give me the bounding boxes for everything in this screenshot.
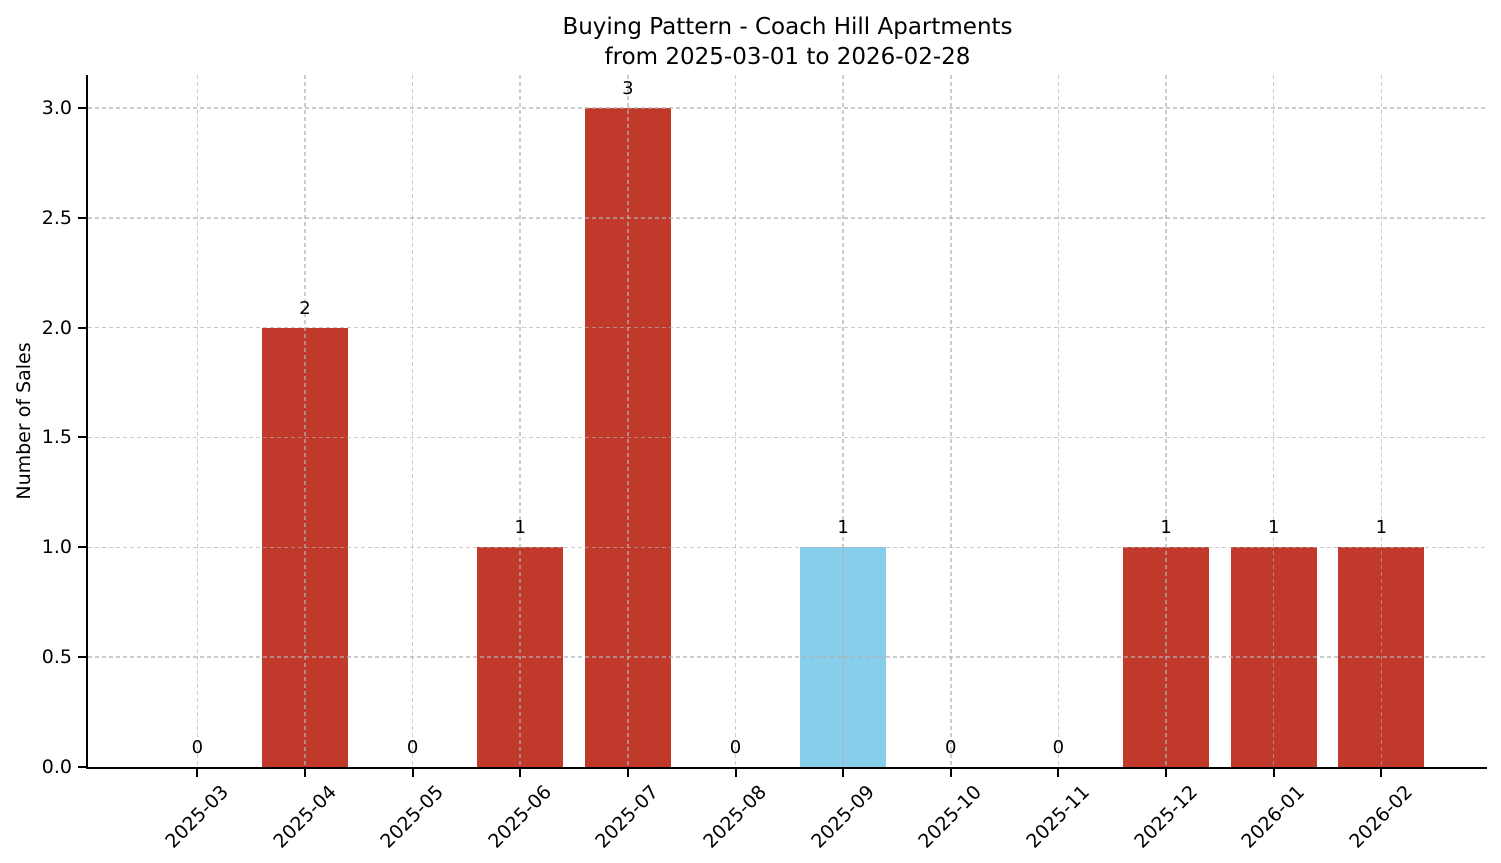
bar-value-label: 1 <box>837 517 849 539</box>
y-tick-label: 3.0 <box>41 96 72 119</box>
bar-value-label: 2 <box>299 297 311 319</box>
bar-value-label: 3 <box>622 77 634 99</box>
x-tick-mark <box>949 769 952 777</box>
y-tick-label: 0.5 <box>41 646 72 669</box>
x-tick-label: 2026-01 <box>1237 781 1310 853</box>
x-tick-mark <box>1272 769 1275 777</box>
x-tick-label: 2025-08 <box>699 781 772 853</box>
x-tick-mark <box>303 769 306 777</box>
x-tick-mark <box>626 769 629 777</box>
x-tick-label: 2025-09 <box>807 781 879 853</box>
bar-value-label: 1 <box>1160 517 1172 539</box>
x-tick-mark <box>1165 769 1168 777</box>
bar-value-label: 1 <box>1375 517 1388 539</box>
x-tick-mark <box>842 769 845 777</box>
bar-value-labels-layer: 0 2 0 1 3 0 1 0 0 1 1 1 <box>88 75 1487 767</box>
x-tick-label: 2025-11 <box>1022 781 1094 853</box>
x-tick-label: 2026-02 <box>1345 781 1417 853</box>
x-tick-mark <box>734 769 737 777</box>
bar-value-label: 0 <box>406 737 419 758</box>
bar-value-label: 1 <box>1267 517 1280 539</box>
y-tick-label: 1.0 <box>41 536 72 559</box>
x-tick-mark <box>196 769 199 777</box>
chart-title: Buying Pattern - Coach Hill Apartments f… <box>88 12 1487 72</box>
x-tick-label: 2025-06 <box>484 781 556 853</box>
x-tick-label: 2025-07 <box>591 781 664 853</box>
bar-value-label: 0 <box>191 737 204 758</box>
bar-value-label: 0 <box>729 737 742 758</box>
x-tick-label: 2025-12 <box>1129 781 1202 853</box>
y-tick-label: 1.5 <box>41 426 72 449</box>
bar-value-label: 1 <box>514 517 526 539</box>
chart-title-line2: from 2025-03-01 to 2026-02-28 <box>604 44 971 70</box>
x-tick-mark <box>411 769 414 777</box>
y-tick-label: 2.5 <box>41 206 72 229</box>
x-tick-label: 2025-04 <box>268 781 341 853</box>
x-tick-mark <box>1057 769 1060 777</box>
chart-title-line1: Buying Pattern - Coach Hill Apartments <box>562 14 1013 40</box>
bar-value-label: 0 <box>945 737 957 758</box>
x-tick-mark <box>519 769 522 777</box>
x-tick-mark <box>1380 769 1383 777</box>
x-tick-label: 2025-03 <box>161 781 233 853</box>
bar-value-label: 0 <box>1052 737 1065 758</box>
plot-area: 0 2 0 1 3 0 1 0 0 1 1 1 <box>86 75 1487 769</box>
y-axis-label: Number of Sales <box>13 342 35 500</box>
y-tick-label: 0.0 <box>41 756 72 778</box>
y-tick-label: 2.0 <box>41 316 72 339</box>
x-tick-label: 2025-05 <box>376 781 449 853</box>
x-tick-label: 2025-10 <box>914 781 987 853</box>
